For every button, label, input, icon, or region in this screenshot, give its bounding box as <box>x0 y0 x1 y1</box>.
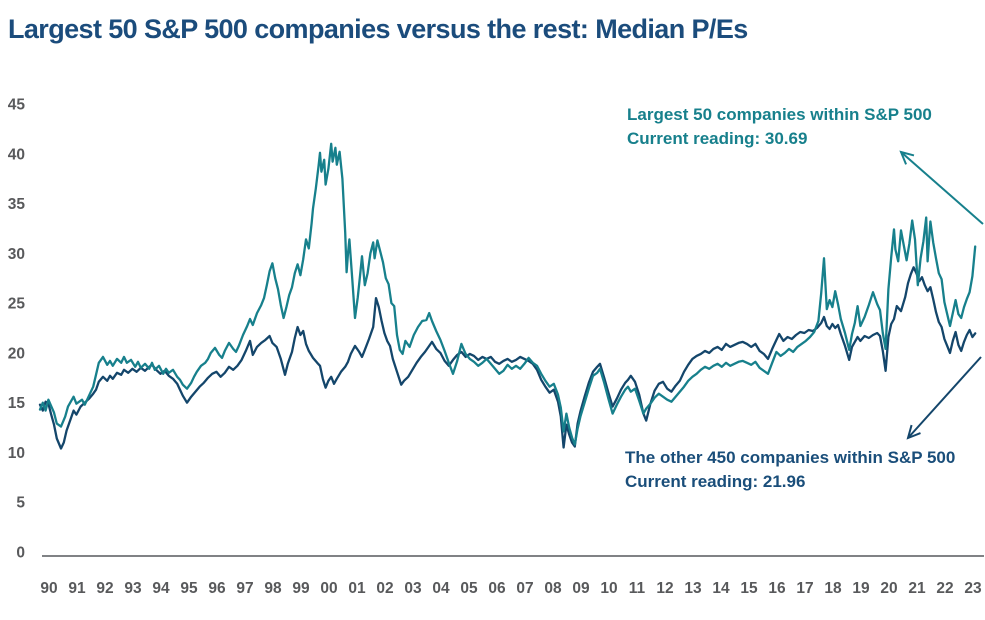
x-tick-label: 20 <box>880 580 897 597</box>
y-tick-label: 5 <box>16 495 25 512</box>
x-tick-label: 97 <box>236 580 253 597</box>
x-tick-label: 17 <box>796 580 813 597</box>
y-tick-label: 25 <box>8 296 26 313</box>
y-tick-label: 45 <box>8 97 26 114</box>
series-other450-line <box>38 266 977 450</box>
largest50-arrow <box>899 150 984 225</box>
x-tick-label: 93 <box>124 580 142 597</box>
x-tick-label: 06 <box>488 580 506 597</box>
y-axis-labels: 45 40 35 30 25 20 15 10 5 0 <box>8 97 26 562</box>
x-tick-label: 16 <box>768 580 786 597</box>
x-tick-label: 91 <box>68 580 86 597</box>
chart-title: Largest 50 S&P 500 companies versus the … <box>8 14 748 44</box>
x-tick-label: 10 <box>600 580 617 597</box>
y-tick-label: 0 <box>16 545 25 562</box>
x-tick-label: 98 <box>264 580 282 597</box>
other450-arrow <box>906 356 982 440</box>
y-tick-label: 10 <box>8 445 25 462</box>
x-tick-label: 18 <box>824 580 842 597</box>
x-tick-label: 92 <box>96 580 113 597</box>
x-tick-label: 13 <box>684 580 702 597</box>
y-tick-label: 20 <box>8 345 25 362</box>
annotation-largest50-name: Largest 50 companies within S&P 500 <box>627 105 932 124</box>
x-tick-label: 22 <box>936 580 953 597</box>
x-tick-label: 09 <box>572 580 590 597</box>
x-tick-label: 03 <box>404 580 422 597</box>
x-tick-label: 23 <box>964 580 982 597</box>
annotation-largest50-reading: Current reading: 30.69 <box>627 129 808 148</box>
y-tick-label: 35 <box>8 196 26 213</box>
y-tick-label: 30 <box>8 246 25 263</box>
x-tick-label: 00 <box>320 580 337 597</box>
x-tick-label: 90 <box>40 580 57 597</box>
x-tick-label: 04 <box>432 580 450 597</box>
x-tick-label: 08 <box>544 580 562 597</box>
annotation-other450-name: The other 450 companies within S&P 500 <box>625 448 956 467</box>
x-tick-label: 19 <box>852 580 870 597</box>
series-largest50-line <box>38 142 977 446</box>
annotation-other450: The other 450 companies within S&P 500 C… <box>625 446 955 494</box>
x-tick-label: 05 <box>460 580 478 597</box>
x-tick-label: 21 <box>908 580 926 597</box>
x-tick-label: 11 <box>629 580 646 597</box>
x-tick-label: 07 <box>516 580 533 597</box>
x-tick-label: 95 <box>180 580 198 597</box>
x-tick-label: 02 <box>376 580 393 597</box>
x-tick-label: 12 <box>656 580 673 597</box>
x-tick-label: 99 <box>292 580 310 597</box>
x-tick-label: 96 <box>208 580 226 597</box>
x-tick-label: 94 <box>152 580 170 597</box>
y-tick-label: 40 <box>8 146 25 163</box>
x-axis-labels: 90 91 92 93 94 95 96 97 98 99 00 01 02 03 04 05 06 07 08 09… <box>40 580 982 597</box>
x-tick-label: 15 <box>740 580 758 597</box>
annotation-other450-reading: Current reading: 21.96 <box>625 472 806 491</box>
y-tick-label: 15 <box>8 395 26 412</box>
x-tick-label: 01 <box>348 580 366 597</box>
x-tick-label: 14 <box>712 580 730 597</box>
annotation-largest50: Largest 50 companies within S&P 500 Curr… <box>627 103 932 151</box>
